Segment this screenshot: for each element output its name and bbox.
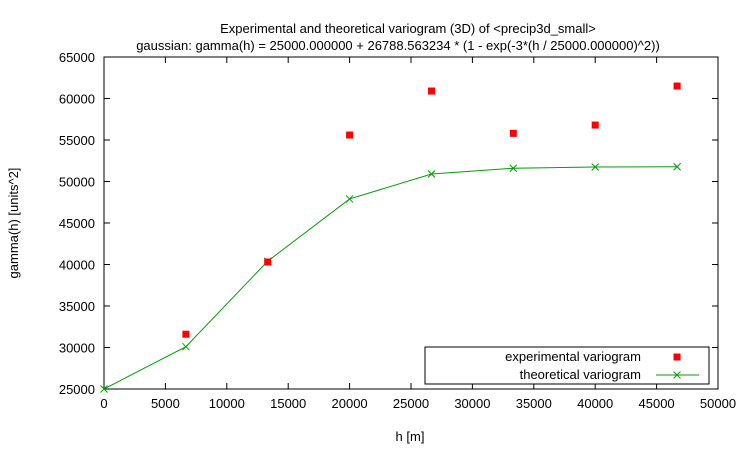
- legend-label: experimental variogram: [505, 349, 641, 364]
- y-tick-label: 65000: [59, 50, 95, 65]
- y-axis-label: gamma(h) [units^2]: [6, 168, 21, 279]
- y-tick-label: 30000: [59, 341, 95, 356]
- theoretical-variogram-line: [103, 166, 678, 390]
- x-tick-label: 25000: [393, 396, 429, 411]
- x-tick-label: 20000: [332, 396, 368, 411]
- experimental-variogram-point: [673, 82, 681, 90]
- theoretical-variogram-point: [100, 385, 108, 393]
- chart-title: Experimental and theoretical variogram (…: [220, 21, 596, 36]
- x-tick-label: 0: [100, 396, 107, 411]
- x-tick-label: 15000: [270, 396, 306, 411]
- x-marker-stroke: [345, 195, 354, 203]
- x-tick-label: 50000: [700, 396, 736, 411]
- x-marker-stroke: [182, 342, 190, 351]
- experimental-variogram-point: [346, 131, 354, 139]
- x-marker-stroke: [673, 371, 681, 379]
- x-marker-stroke: [509, 164, 518, 173]
- y-tick-label: 50000: [59, 175, 95, 190]
- x-tick-label: 45000: [639, 396, 675, 411]
- y-tick-label: 55000: [59, 133, 95, 148]
- x-axis-label: h [m]: [396, 429, 425, 444]
- x-tick-label: 35000: [516, 396, 552, 411]
- legend-swatch-marker: [673, 353, 681, 361]
- y-tick-label: 40000: [59, 258, 95, 273]
- plot-frame: [103, 56, 719, 390]
- x-tick-label: 40000: [577, 396, 613, 411]
- y-tick-label: 45000: [59, 216, 95, 231]
- theoretical-variogram-point: [182, 342, 190, 351]
- y-tick-label: 35000: [59, 299, 95, 314]
- legend-swatch-marker: [673, 371, 681, 379]
- theoretical-variogram-point: [427, 170, 436, 178]
- legend-label: theoretical variogram: [520, 367, 641, 382]
- x-tick-label: 10000: [209, 396, 245, 411]
- legend-box: [424, 346, 710, 385]
- chart-subtitle: gaussian: gamma(h) = 25000.000000 + 2678…: [136, 38, 660, 53]
- y-tick-label: 25000: [59, 382, 95, 397]
- experimental-variogram-point: [428, 87, 436, 95]
- x-marker-stroke: [673, 162, 681, 171]
- experimental-variogram-point: [509, 129, 517, 137]
- theoretical-variogram-point: [673, 162, 681, 171]
- x-marker-stroke: [427, 170, 436, 178]
- experimental-variogram-point: [182, 330, 190, 338]
- x-tick-label: 30000: [454, 396, 490, 411]
- y-tick-label: 60000: [59, 92, 95, 107]
- theoretical-variogram-point: [591, 163, 600, 171]
- x-tick-label: 5000: [151, 396, 180, 411]
- x-marker-stroke: [100, 385, 108, 393]
- experimental-variogram-point: [591, 121, 599, 129]
- series-experimental-variogram: [182, 82, 681, 338]
- theoretical-variogram-point: [345, 195, 354, 203]
- theoretical-variogram-point: [509, 164, 518, 173]
- experimental-variogram-point: [264, 258, 272, 266]
- x-marker-stroke: [591, 163, 600, 171]
